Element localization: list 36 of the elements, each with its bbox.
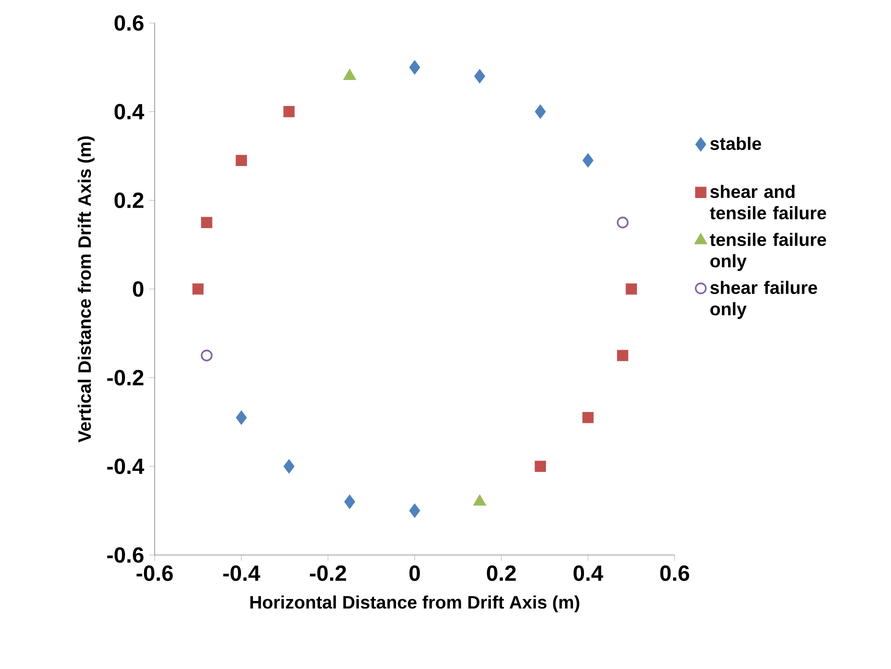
point [192,283,204,295]
point [534,104,546,119]
point [582,412,594,424]
point [409,60,420,75]
point [534,460,546,472]
point [409,503,420,518]
x-tick-label: -0.2 [310,565,346,581]
x-tick-label: 0 [409,565,420,581]
y-tick-label: 0 [132,281,144,297]
point [236,410,247,425]
point [201,216,212,228]
y-axis-title: Vertical Distance from Drift Axis (m) [78,136,95,442]
legend-label: stable [710,136,762,150]
point [284,459,294,474]
point [616,216,629,228]
x-tick-label: 0.4 [574,565,604,581]
x-tick-label: -0.4 [223,565,260,581]
x-axis-title: Horizontal Distance from Drift Axis (m) [250,595,580,612]
point [200,350,213,362]
y-tick-label: -0.2 [107,370,144,386]
y-tick-label: -0.4 [107,458,144,474]
y-tick-label: 0.6 [114,15,144,31]
point [626,283,637,295]
y-tick-label: 0.4 [114,104,144,120]
point [617,350,628,362]
x-tick-label: 0.2 [486,565,516,581]
point [283,106,295,118]
y-tick-label: -0.6 [107,547,144,563]
point [344,494,356,510]
x-tick-label: -0.6 [136,565,173,581]
point [474,68,486,84]
point [236,154,247,166]
y-tick-label: 0.2 [114,192,144,208]
point [582,153,594,168]
legend-label: shear failure only [710,280,818,319]
x-tick-label: 0.6 [660,565,690,581]
